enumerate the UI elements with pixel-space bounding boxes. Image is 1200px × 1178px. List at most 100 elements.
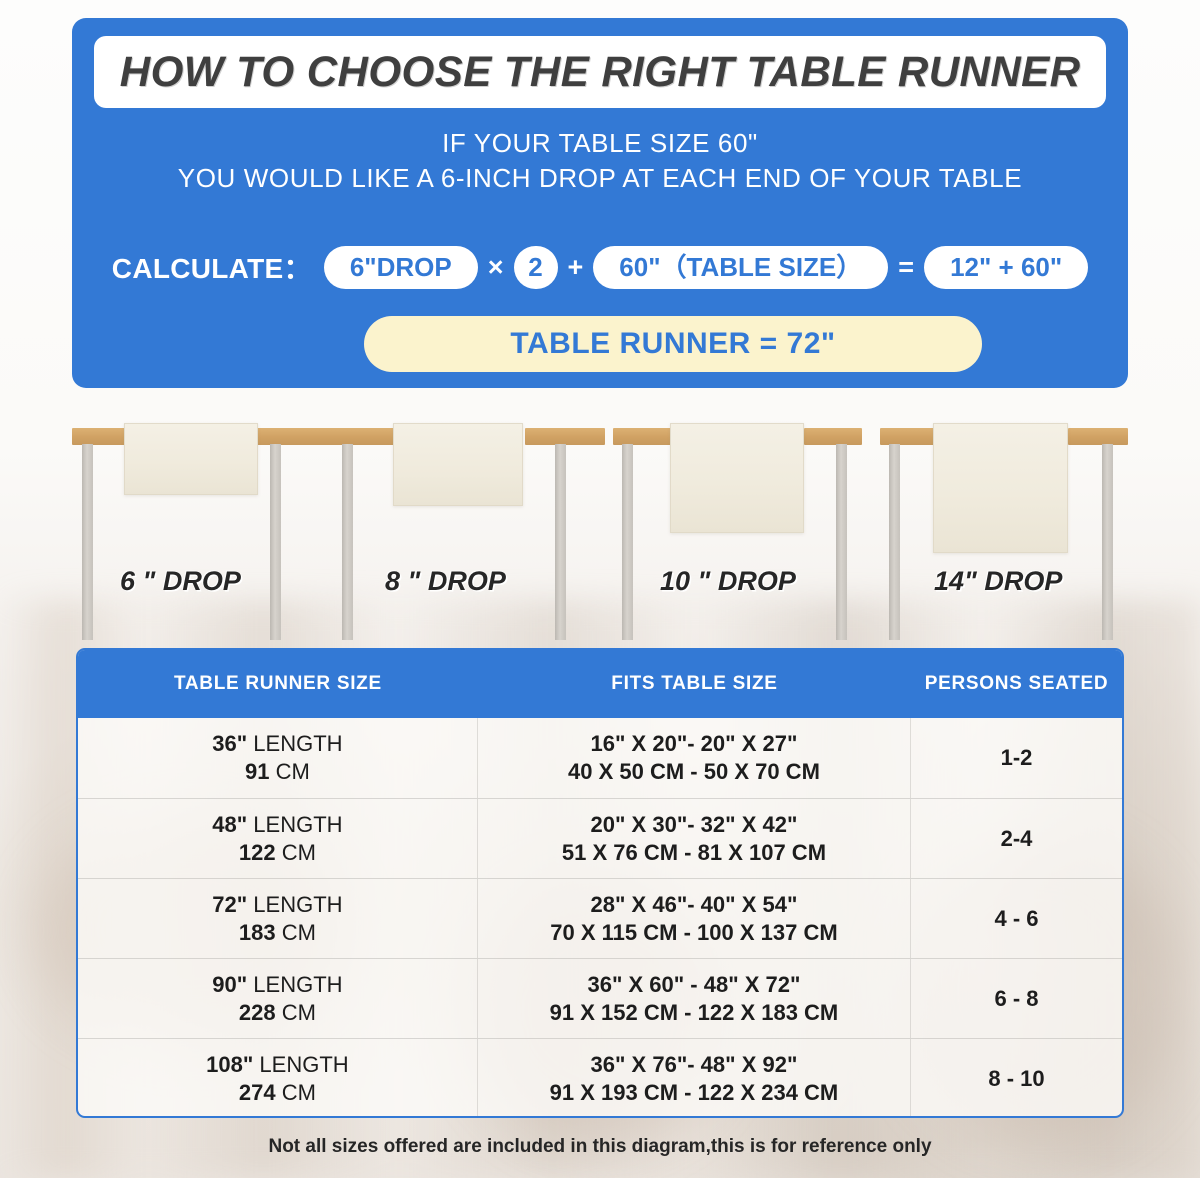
drop-example-14: 14" DROP [880,418,1128,640]
cell-runner-size: 72" LENGTH 183 CM [78,879,478,958]
footnote: Not all sizes offered are included in th… [268,1136,932,1157]
multiplier-pill: 2 [513,246,558,289]
table-runner-cloth [393,423,523,506]
subtitle-line-2: YOU WOULD LIKE A 6-INCH DROP AT EACH END… [177,163,1023,193]
runner-inch-value: 108" [206,1051,254,1077]
cell-fits-table-size: 36" X 76"- 48" X 92" 91 X 193 CM - 122 X… [478,1039,912,1116]
table-leg-right [836,444,847,640]
drop-label: 14" DROP [934,566,1063,596]
drop-example-8: 8 " DROP [333,418,605,640]
runner-inch-unit: LENGTH [247,891,343,917]
table-row: 36" LENGTH 91 CM 16" X 20"- 20" X 27" 40… [78,718,1122,798]
drop-example-6: 6 " DROP [72,418,335,640]
table-runner-cloth [933,423,1068,553]
cell-fits-table-size: 28" X 46"- 40" X 54" 70 X 115 CM - 100 X… [478,879,912,958]
fits-inch-value: 36" X 76"- 48" X 92" [590,1051,798,1077]
runner-cm-unit: CM [275,999,316,1025]
table-leg-left [889,444,900,640]
runner-cm-unit: CM [275,1079,316,1105]
fits-cm-value: 51 X 76 CM - 81 X 107 CM [561,839,827,865]
cell-runner-size: 108" LENGTH 274 CM [78,1039,478,1116]
runner-inch-unit: LENGTH [247,731,343,756]
cell-runner-size: 36" LENGTH 91 CM [78,718,478,798]
table-row: 72" LENGTH 183 CM 28" X 46"- 40" X 54" 7… [78,878,1122,958]
runner-inch-value: 48" [212,811,248,837]
table-runner-cloth [670,423,804,533]
runner-inch-unit: LENGTH [247,811,343,837]
drop-illustrations: 6 " DROP 8 " DROP 10 " DROP 14" DROP [0,418,1200,640]
table-row: 90" LENGTH 228 CM 36" X 60" - 48" X 72" … [78,958,1122,1038]
cell-persons-seated: 2-4 [1000,825,1033,851]
fits-cm-value: 91 X 152 CM - 122 X 183 CM [549,999,839,1025]
column-header-persons-seated: PERSONS SEATED [924,673,1109,694]
fits-inch-value: 20" X 30"- 32" X 42" [590,811,798,837]
fits-cm-value: 70 X 115 CM - 100 X 137 CM [550,919,838,945]
multiply-operator: × [487,251,504,282]
runner-inch-value: 90" [212,971,248,997]
page-title: HOW TO CHOOSE THE RIGHT TABLE RUNNER [119,47,1081,96]
table-leg-left [82,444,93,640]
table-leg-right [555,444,566,640]
runner-cm-value: 91 [245,759,270,784]
table-row: 48" LENGTH 122 CM 20" X 30"- 32" X 42" 5… [78,798,1122,878]
sum-pill: 12" + 60" [924,246,1089,289]
table-leg-left [622,444,633,640]
result-text: TABLE RUNNER = 72" [510,327,836,360]
fits-inch-value: 28" X 46"- 40" X 54" [590,891,798,917]
drop-label: 8 " DROP [385,566,506,596]
size-reference-table: TABLE RUNNER SIZE FITS TABLE SIZE PERSON… [76,648,1124,1118]
calculator-panel: HOW TO CHOOSE THE RIGHT TABLE RUNNER IF … [72,18,1128,388]
runner-cm-unit: CM [269,759,310,784]
title-box: HOW TO CHOOSE THE RIGHT TABLE RUNNER [94,36,1106,108]
table-header-row: TABLE RUNNER SIZE FITS TABLE SIZE PERSON… [78,650,1122,718]
drop-label: 6 " DROP [120,566,241,596]
fits-cm-value: 91 X 193 CM - 122 X 234 CM [549,1079,839,1105]
table-top-surface [1068,428,1128,445]
table-leg-right [1102,444,1113,640]
drop-pill: 6"DROP [323,246,478,289]
cell-persons-seated: 1-2 [1000,745,1033,770]
cell-fits-table-size: 36" X 60" - 48" X 72" 91 X 152 CM - 122 … [478,959,912,1038]
table-row: 108" LENGTH 274 CM 36" X 76"- 48" X 92" … [78,1038,1122,1116]
plus-operator: + [567,251,584,282]
table-top-surface [525,428,605,445]
cell-fits-table-size: 16" X 20"- 20" X 27" 40 X 50 CM - 50 X 7… [478,718,912,798]
runner-inch-value: 36" [212,731,248,756]
cell-persons-seated: 8 - 10 [988,1065,1045,1091]
table-top-surface [333,428,395,445]
calculation-row: CALCULATE： 6"DROP × 2 + 60"（TABLE SIZE） … [72,246,1128,289]
equals-operator: = [898,251,915,282]
table-leg-left [342,444,353,640]
cell-runner-size: 48" LENGTH 122 CM [78,799,478,878]
fits-inch-value: 16" X 20"- 20" X 27" [590,731,798,756]
cell-persons-seated: 6 - 8 [994,985,1039,1011]
result-pill: TABLE RUNNER = 72" [364,316,982,372]
cell-runner-size: 90" LENGTH 228 CM [78,959,478,1038]
column-header-runner-size: TABLE RUNNER SIZE [173,673,382,694]
column-header-fits-table-size: FITS TABLE SIZE [611,673,778,694]
table-top-surface [804,428,862,445]
runner-cm-unit: CM [275,839,316,865]
calculate-label: CALCULATE： [111,253,312,285]
table-top-surface [257,428,335,445]
runner-cm-unit: CM [275,919,316,945]
fits-cm-value: 40 X 50 CM - 50 X 70 CM [568,759,820,784]
cell-fits-table-size: 20" X 30"- 32" X 42" 51 X 76 CM - 81 X 1… [478,799,912,878]
table-runner-cloth [124,423,258,495]
runner-inch-unit: LENGTH [253,1051,349,1077]
runner-cm-value: 228 [238,999,276,1025]
table-leg-right [270,444,281,640]
subtitle-line-1: IF YOUR TABLE SIZE 60" [442,128,758,158]
subtitle: IF YOUR TABLE SIZE 60" YOU WOULD LIKE A … [72,126,1128,196]
runner-cm-value: 183 [238,919,276,945]
runner-inch-unit: LENGTH [247,971,343,997]
runner-inch-value: 72" [212,891,248,917]
drop-label: 10 " DROP [660,566,796,596]
fits-inch-value: 36" X 60" - 48" X 72" [587,971,801,997]
drop-example-10: 10 " DROP [608,418,870,640]
runner-cm-value: 122 [238,839,276,865]
table-top-surface [880,428,936,445]
table-top-surface [613,428,673,445]
cell-persons-seated: 4 - 6 [994,905,1039,931]
runner-cm-value: 274 [238,1079,276,1105]
